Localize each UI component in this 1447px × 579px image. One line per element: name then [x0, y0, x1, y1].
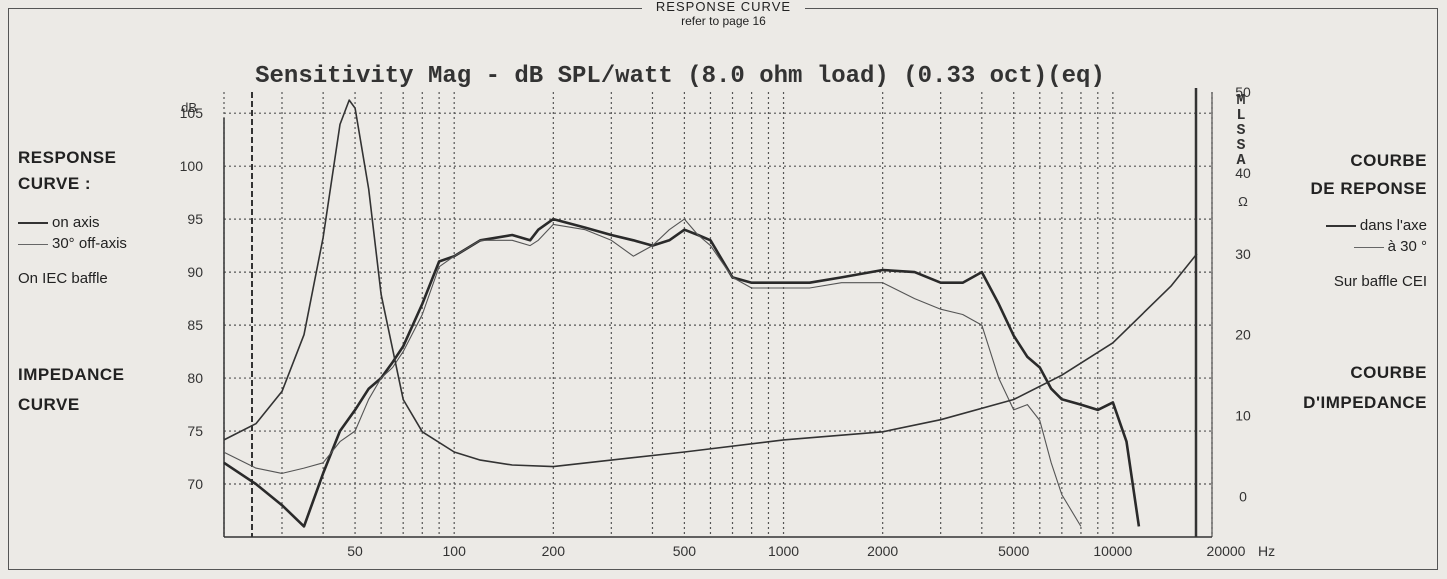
series-layer	[223, 99, 1198, 528]
off-axis-curve	[223, 218, 1082, 527]
left-off-axis-label: 30° off-axis	[52, 235, 127, 252]
y2-tick-label: 0	[1239, 489, 1247, 505]
axes: 70 75 80 85 90 95 100 105 0 10 20 30 40 50 50 100 200 500…	[180, 84, 1251, 559]
off-axis-line-icon	[18, 243, 48, 245]
y2-tick-label: 40	[1235, 165, 1251, 181]
x-tick-label: 10000	[1093, 543, 1132, 559]
x-tick-label: 50	[347, 543, 363, 559]
y-tick-label: 95	[187, 211, 203, 227]
right-response-title-1: COURBE	[1350, 151, 1427, 170]
x-tick-label: 200	[542, 543, 566, 559]
y-tick-label: 105	[180, 105, 204, 121]
right-off-axis-entry: à 30 °	[1257, 238, 1427, 255]
header-title: RESPONSE CURVE	[641, 0, 806, 14]
y2-axis-label: Ω	[1238, 194, 1248, 209]
left-response-title-2: CURVE :	[18, 174, 92, 193]
side-label-char: A	[1236, 152, 1245, 169]
x-axis-label: Hz	[1258, 543, 1275, 559]
on-axis-line-icon	[18, 222, 48, 225]
x-tick-label: 20000	[1207, 543, 1246, 559]
y2-tick-label: 50	[1235, 84, 1251, 100]
right-off-axis-label: à 30 °	[1387, 238, 1427, 255]
chart-title: Sensitivity Mag - dB SPL/watt (8.0 ohm l…	[255, 63, 1105, 90]
impedance-curve	[223, 99, 1198, 468]
x-tick-label: 100	[443, 543, 467, 559]
right-baffle-label: Sur baffle CEI	[1333, 273, 1427, 290]
header: RESPONSE CURVE refer to page 16	[0, 0, 1447, 28]
y2-tick-label: 30	[1235, 246, 1251, 262]
y-tick-label: 100	[180, 158, 204, 174]
x-tick-label: 5000	[998, 543, 1029, 559]
y2-tick-label: 20	[1235, 327, 1251, 343]
left-legend: RESPONSE CURVE : on axis 30° off-axis On…	[18, 148, 193, 415]
right-impedance-title-1: COURBE	[1350, 363, 1427, 382]
y-axis-label: dB	[181, 100, 197, 115]
left-impedance-title-2: CURVE	[18, 395, 80, 414]
side-label-char: S	[1236, 137, 1245, 154]
right-on-axis-entry: dans l'axe	[1257, 217, 1427, 234]
off-axis-line-icon	[1353, 246, 1384, 248]
on-axis-line-icon	[1325, 225, 1356, 228]
right-response-title-2: DE REPONSE	[1310, 179, 1427, 198]
x-tick-label: 2000	[867, 543, 898, 559]
left-on-axis-label: on axis	[52, 214, 100, 231]
right-legend: COURBE DE REPONSE dans l'axe à 30 ° Sur …	[1257, 148, 1427, 413]
left-baffle-label: On IEC baffle	[18, 270, 108, 287]
y-tick-label: 70	[187, 476, 203, 492]
left-response-title-1: RESPONSE	[18, 148, 117, 167]
side-label-char: M	[1236, 92, 1245, 109]
left-on-axis-entry: on axis	[18, 214, 193, 231]
y-tick-label: 85	[187, 317, 203, 333]
y-tick-label: 80	[187, 370, 203, 386]
left-off-axis-entry: 30° off-axis	[18, 235, 193, 252]
left-impedance-title-1: IMPEDANCE	[18, 365, 125, 384]
x-tick-label: 1000	[768, 543, 799, 559]
on-axis-curve	[223, 217, 1141, 528]
header-subtitle: refer to page 16	[681, 14, 766, 28]
grid	[223, 92, 1213, 537]
side-label-char: L	[1236, 107, 1245, 124]
side-label-char: S	[1236, 122, 1245, 139]
x-tick-label: 500	[673, 543, 697, 559]
right-impedance-title-2: D'IMPEDANCE	[1303, 393, 1427, 412]
right-on-axis-label: dans l'axe	[1359, 217, 1427, 234]
y2-tick-label: 10	[1235, 408, 1251, 424]
y-tick-label: 90	[187, 264, 203, 280]
y-tick-label: 75	[187, 423, 203, 439]
